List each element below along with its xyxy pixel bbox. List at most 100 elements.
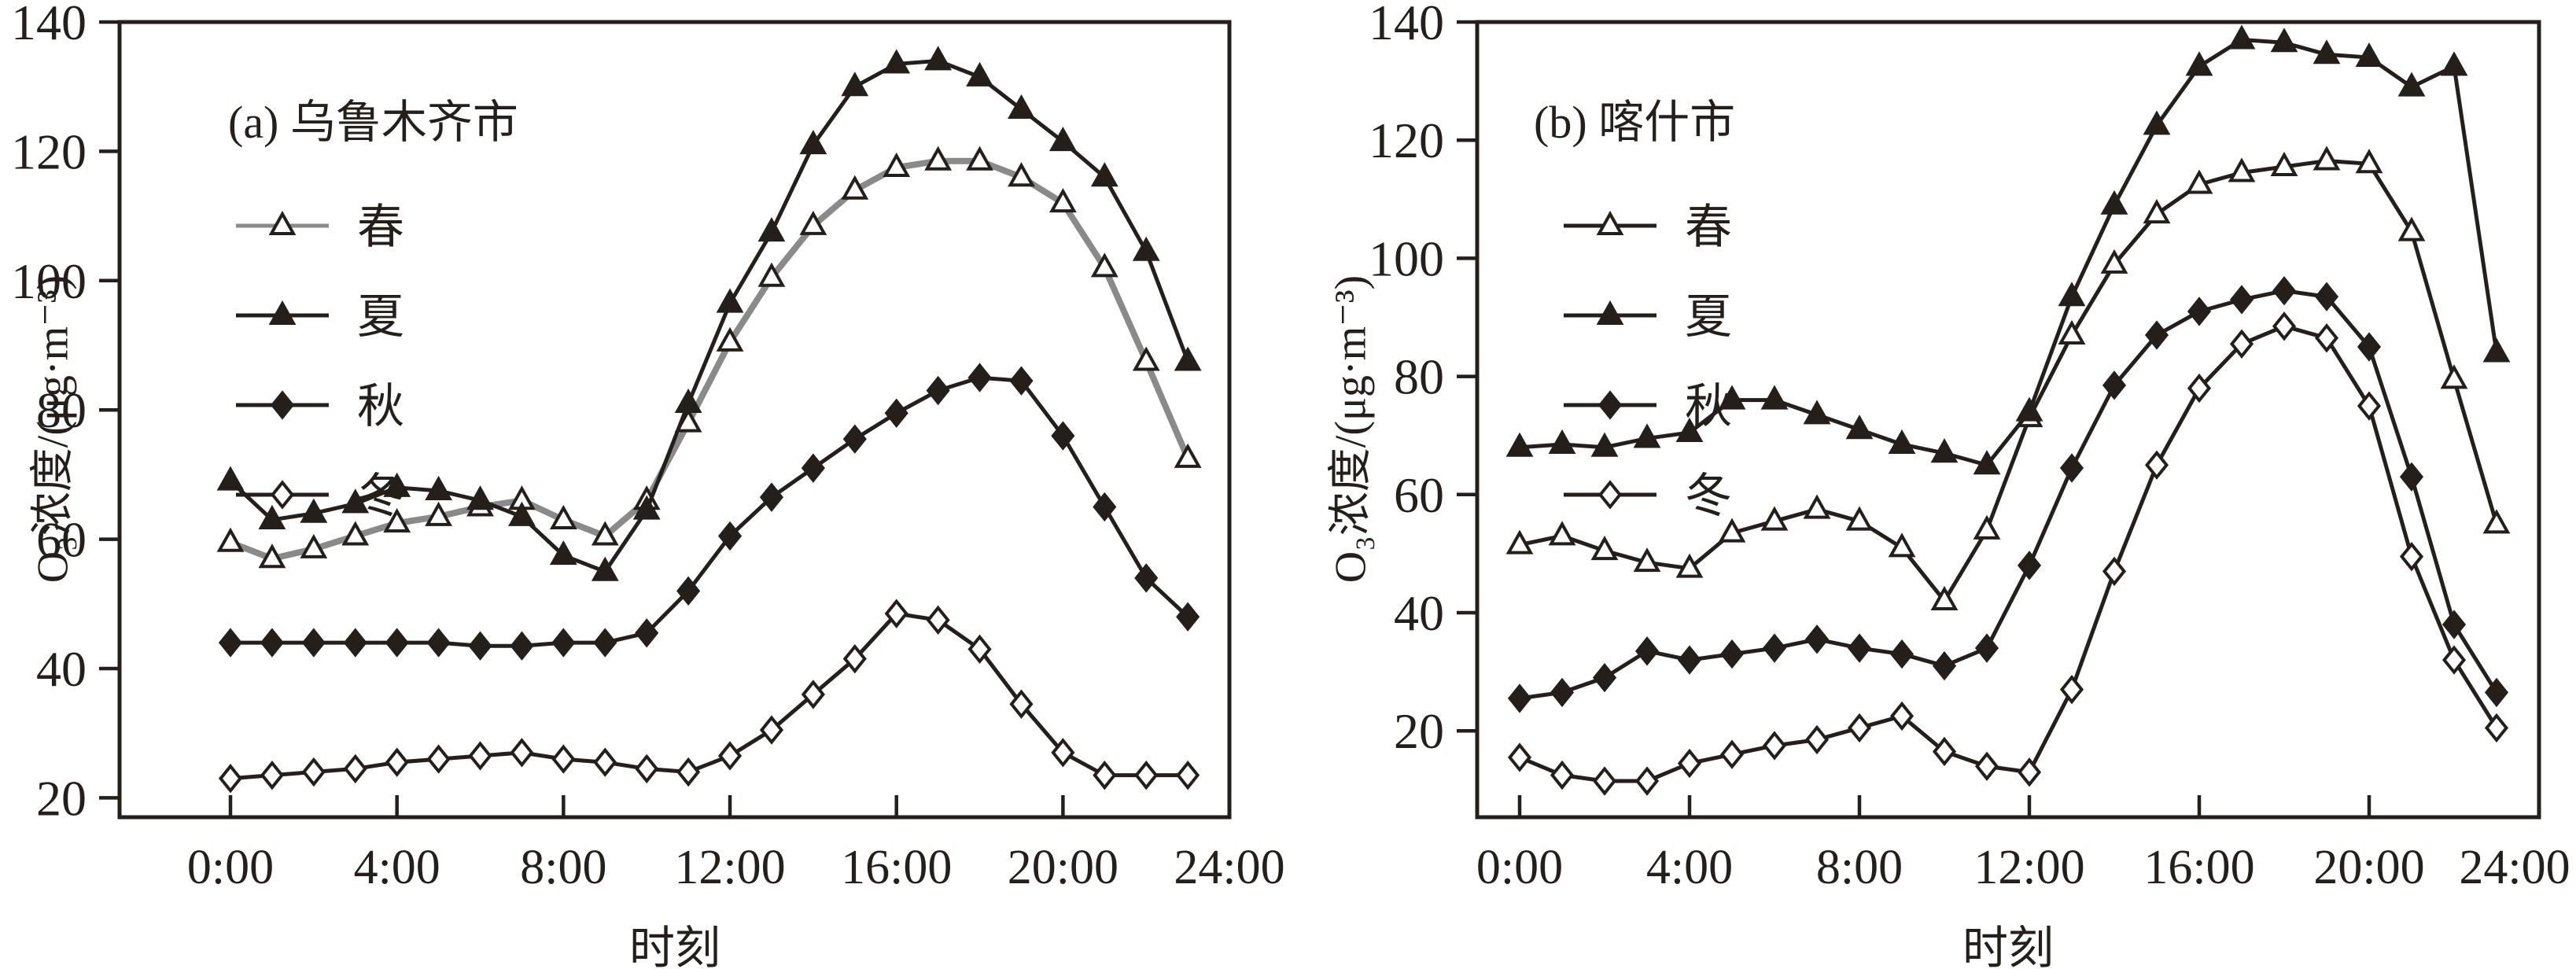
- panel-a-冬-point-h21: [1093, 760, 1117, 790]
- panel-a-夏-point-h19: [1008, 94, 1035, 119]
- panel-b-冬-point-h22: [2441, 645, 2467, 675]
- panel-a-y-tick-label-40: 40: [36, 641, 87, 697]
- panel-a-夏-point-h15: [841, 72, 869, 97]
- panel-a-冬-point-h9: [593, 747, 617, 777]
- panel-b-series-冬-line: [1519, 324, 2499, 783]
- panel-b-x-tick-label-24:00: 24:00: [2459, 841, 2570, 894]
- panel-a-冬-point-h19: [1009, 689, 1034, 719]
- panel-a-春-point-h20: [1048, 188, 1077, 213]
- panel-a-legend-marker-秋: [270, 390, 295, 420]
- panel-a-夏-point-h21: [1090, 162, 1118, 187]
- panel-b-秋-point-h7: [1804, 625, 1830, 654]
- panel-a-冬-point-h13: [759, 715, 784, 745]
- panel-b-冬-point-h17: [2229, 329, 2254, 359]
- panel-a-秋-point-h8: [551, 628, 576, 658]
- panel-a-春-point-h12: [716, 326, 744, 352]
- panel-b-夏-point-h0: [1505, 432, 1534, 457]
- panel-b-夏-point-h7: [1803, 400, 1831, 425]
- panel-b-x-tick-label-4:00: 4:00: [1646, 841, 1733, 894]
- panel-a-夏-point-h2: [300, 498, 328, 523]
- panel-a-冬-point-h14: [801, 680, 825, 709]
- panel-b-秋-point-h14: [2102, 370, 2127, 400]
- panel-b-春-point-h16: [2185, 169, 2213, 194]
- panel-a-春-point-h1: [258, 543, 286, 569]
- panel-a-秋-point-h14: [801, 453, 825, 483]
- panel-a-秋-point-h6: [468, 631, 492, 661]
- panel-b-legend-label-冬: 冬: [1685, 470, 1732, 522]
- panel-a-春-point-h16: [883, 152, 911, 177]
- panel-a-夏-point-h14: [799, 130, 827, 155]
- panel-a-y-tick-label-60: 60: [36, 512, 87, 568]
- panel-b-秋-point-h10: [1932, 650, 1957, 681]
- panel-b-夏-point-h9: [1888, 429, 1916, 454]
- panel-a-夏-point-h20: [1048, 126, 1077, 152]
- panel-a-秋-point-h10: [635, 618, 659, 648]
- panel-a-夏-point-h9: [591, 556, 619, 581]
- panel-a-legend-marker-春: [268, 210, 297, 235]
- panel-a-y-axis-label: O₃浓度/(μg·m⁻³): [28, 274, 78, 584]
- panel-b-秋-point-h19: [2314, 282, 2339, 311]
- panel-a-秋-point-h13: [759, 482, 784, 512]
- panel-b-y-axis-label: O₃浓度/(μg·m⁻³): [1326, 274, 1376, 584]
- panel-a-冬-point-h10: [635, 753, 659, 784]
- panel-b-春-point-h10: [1930, 585, 1959, 610]
- panel-a-秋-point-h17: [926, 375, 950, 406]
- panel-b-夏-point-h11: [1973, 450, 2001, 475]
- panel-a-夏-point-h17: [924, 46, 953, 71]
- panel-b-秋-point-h5: [1719, 639, 1745, 669]
- panel-a-夏-point-h5: [425, 475, 453, 500]
- panel-a-秋-point-h3: [343, 628, 367, 658]
- panel-a-秋-point-h5: [426, 628, 451, 658]
- panel-b-秋-point-h23: [2484, 677, 2509, 708]
- panel-b-冬-point-h4: [1677, 748, 1702, 779]
- panel-b-冬-point-h1: [1550, 760, 1575, 790]
- panel-a-legend-item-夏: 夏: [236, 291, 404, 343]
- panel-a-春-point-h4: [383, 507, 411, 533]
- panel-a-冬-point-h1: [260, 760, 284, 790]
- panel-a-series-夏: [216, 46, 1202, 581]
- panel-a-夏-point-h23: [1174, 346, 1202, 371]
- panel-a-夏-point-h8: [549, 540, 577, 566]
- panel-a-legend-item-春: 春: [236, 201, 404, 253]
- panel-b-春-point-h14: [2100, 249, 2128, 274]
- panel-a-春-point-h0: [216, 527, 245, 552]
- panel-b-秋-point-h18: [2272, 276, 2297, 306]
- panel-a-春-point-h5: [425, 501, 453, 526]
- panel-a-春-point-h15: [841, 175, 869, 200]
- panel-b-冬-point-h9: [1889, 701, 1914, 731]
- panel-b-series-春: [1505, 146, 2511, 610]
- panel-b-冬-point-h16: [2187, 373, 2212, 403]
- panel-a-冬-point-h7: [510, 738, 534, 768]
- panel-b-legend-label-春: 春: [1685, 201, 1732, 253]
- panel-a-series-秋: [218, 363, 1200, 661]
- panel-b-legend-marker-春: [1596, 210, 1624, 235]
- panel-b-y-tick-label-100: 100: [1369, 230, 1444, 286]
- panel-b-series-冬: [1507, 311, 2509, 796]
- panel-a-y-tick-label-140: 140: [11, 0, 87, 50]
- panel-a-春-point-h8: [549, 504, 577, 529]
- panel-a-秋-point-h7: [510, 631, 534, 661]
- panel-b-夏-point-h3: [1633, 423, 1661, 448]
- panel-b-春-point-h11: [1973, 514, 2001, 540]
- panel-a-秋-point-h16: [884, 398, 908, 428]
- panel-a-y-axis: 20 40 60 80 100 120 140: [11, 0, 120, 826]
- panel-b-夏-point-h17: [2228, 24, 2256, 50]
- panel-b-夏-point-h6: [1760, 385, 1789, 410]
- panel-a-x-axis: 0:00 4:00 8:00 12:00 16:00 20:00 24:00: [187, 795, 1285, 894]
- panel-b: 20 40 60 80 100 120 140 0:00 4:00 8:00 12:00 16:00 2…: [1369, 0, 2570, 894]
- panel-a-夏-point-h12: [716, 288, 744, 313]
- panel-b-秋-point-h15: [2144, 320, 2169, 350]
- panel-a-legend-marker-夏: [268, 300, 297, 325]
- panel-b-夏-point-h13: [2058, 282, 2086, 307]
- panel-b-冬-point-h20: [2357, 391, 2382, 421]
- panel-b-series-夏: [1505, 24, 2511, 475]
- panel-b-冬-point-h18: [2272, 311, 2297, 341]
- panel-a-x-tick-label-24:00: 24:00: [1174, 841, 1284, 894]
- panel-b-夏-point-h14: [2100, 190, 2128, 215]
- panel-b-春-point-h9: [1888, 532, 1916, 558]
- panel-b-x-tick-label-20:00: 20:00: [2313, 841, 2424, 894]
- panel-a-x-tick-label-8:00: 8:00: [520, 841, 606, 894]
- panel-b-秋-point-h11: [1974, 633, 1999, 663]
- panel-b-冬-point-h14: [2102, 556, 2127, 587]
